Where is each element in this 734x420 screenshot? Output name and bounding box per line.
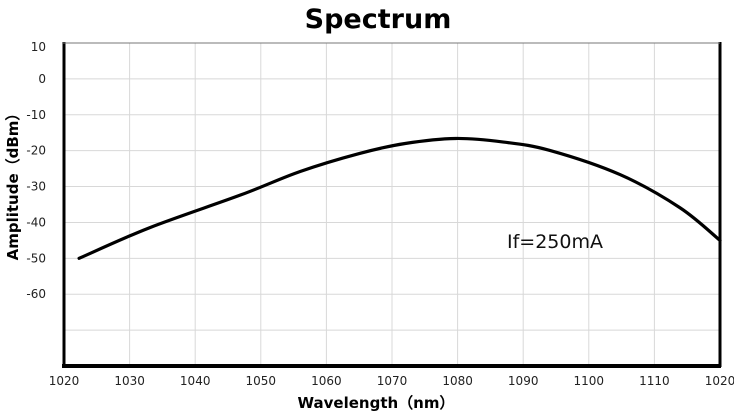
x-tick-label: 1090 [508, 374, 539, 388]
y-tick-label: -30 [26, 180, 46, 194]
y-tick-label: 0 [38, 72, 46, 86]
x-axis-label: Wavelength（nm） [298, 394, 455, 412]
x-tick-label: 1060 [311, 374, 342, 388]
x-tick-label: 1040 [180, 374, 211, 388]
x-tick-label: 1020 [705, 374, 734, 388]
x-tick-label: 1070 [377, 374, 408, 388]
x-tick-labels: 1020 1030 1040 1050 1060 1070 1080 1090 1100 1110… [49, 374, 734, 388]
y-tick-label: -60 [26, 287, 46, 301]
y-axis-label: Amplitude（dBm） [4, 106, 22, 261]
series-line [77, 136, 722, 260]
y-tick-label: -50 [26, 251, 46, 265]
chart-title: Spectrum [305, 4, 452, 35]
y-tick-label: 10 [31, 40, 46, 54]
grid [63, 42, 721, 367]
y-tick-label: -10 [26, 108, 46, 122]
x-tick-label: 1080 [442, 374, 473, 388]
y-tick-label: -20 [26, 144, 46, 158]
x-tick-label: 1100 [574, 374, 605, 388]
x-tick-label: 1030 [114, 374, 145, 388]
x-tick-label: 1020 [49, 374, 80, 388]
current-annotation: If=250mA [507, 231, 603, 253]
y-tick-labels: 10 0 -10 -20 -30 -40 -50 -60 [26, 40, 46, 301]
x-tick-label: 1050 [246, 374, 277, 388]
y-tick-label: -40 [26, 215, 46, 229]
x-tick-label: 1110 [639, 374, 670, 388]
